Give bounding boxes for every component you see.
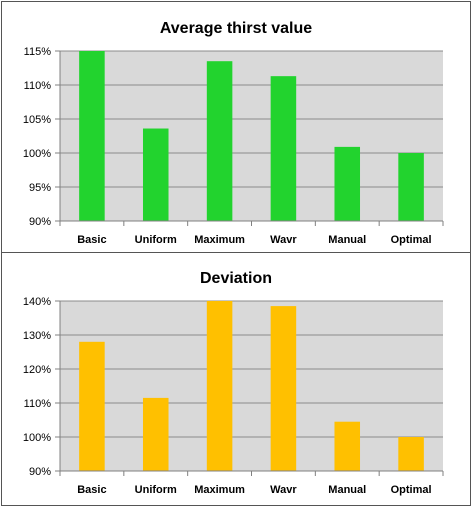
- x-tick-label: Uniform: [135, 484, 177, 496]
- chart-deviation: Deviation 90% 100% 110% 120% 130% 140% Basic Un…: [23, 270, 444, 496]
- x-tick-label: Uniform: [135, 234, 177, 246]
- x-tick-label: Maximum: [194, 234, 245, 246]
- y-tick-label: 140%: [23, 296, 51, 308]
- x-tick-label: Wavr: [270, 484, 297, 496]
- bar-optimal: [398, 437, 424, 471]
- y-tick-label: 90%: [29, 216, 51, 228]
- x-tick-label: Basic: [77, 234, 106, 246]
- y-tick-label: 120%: [23, 364, 51, 376]
- bar-maximum: [206, 61, 233, 222]
- bar-uniform: [142, 128, 169, 221]
- bar-optimal: [398, 153, 424, 221]
- x-tick-label: Optimal: [391, 234, 432, 246]
- bar-uniform: [142, 397, 169, 471]
- chart-separator: [1, 252, 471, 253]
- chart-title: Deviation: [200, 270, 272, 287]
- x-tick-label: Optimal: [391, 484, 432, 496]
- bar-basic: [79, 341, 105, 471]
- plot-area: [60, 301, 443, 471]
- bar-manual: [334, 146, 361, 221]
- chart-title: Average thirst value: [160, 20, 312, 37]
- x-tick-label: Manual: [328, 234, 366, 246]
- y-tick-label: 95%: [29, 182, 51, 194]
- y-tick-label: 100%: [23, 148, 51, 160]
- x-tick-label: Wavr: [270, 234, 297, 246]
- x-tick-label: Basic: [77, 484, 106, 496]
- y-tick-label: 130%: [23, 330, 51, 342]
- y-tick-label: 110%: [24, 80, 52, 92]
- y-tick-label: 90%: [29, 466, 51, 478]
- y-tick-label: 115%: [24, 46, 52, 58]
- bar-basic: [79, 51, 105, 221]
- plot-area: [60, 51, 443, 221]
- x-tick-label: Maximum: [194, 484, 245, 496]
- bar-maximum: [206, 301, 233, 471]
- bar-wavr: [270, 76, 297, 221]
- y-tick-label: 100%: [23, 432, 51, 444]
- x-tick-label: Manual: [328, 484, 366, 496]
- y-tick-label: 110%: [24, 398, 52, 410]
- y-tick-label: 105%: [23, 114, 51, 126]
- bar-manual: [334, 421, 361, 471]
- chart-average-thirst: Average thirst value 90% 95% 100% 105% 110% 1…: [23, 20, 444, 246]
- bar-wavr: [270, 306, 297, 471]
